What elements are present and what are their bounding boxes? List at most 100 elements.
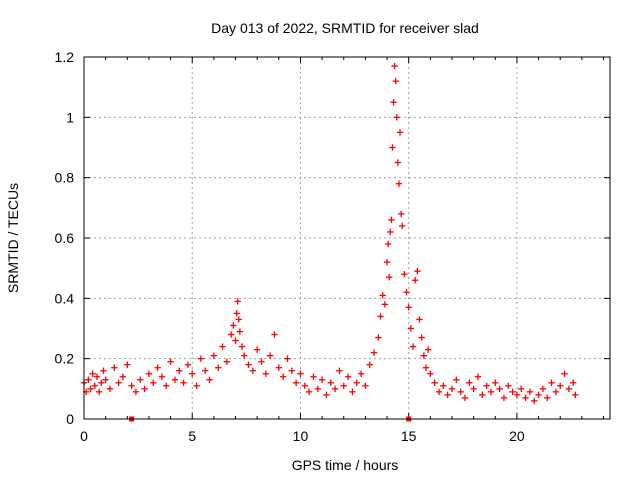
data-point xyxy=(496,385,503,393)
data-point xyxy=(87,385,94,393)
data-point xyxy=(357,370,365,377)
data-point xyxy=(518,385,525,393)
data-point xyxy=(310,373,317,380)
data-point xyxy=(197,355,205,362)
data-point xyxy=(219,343,226,350)
data-point xyxy=(262,370,270,377)
y-tick-label: 0.6 xyxy=(55,230,75,246)
data-point xyxy=(137,376,144,383)
data-point xyxy=(557,382,564,390)
data-point xyxy=(453,376,460,383)
data-point xyxy=(405,304,412,311)
data-point xyxy=(565,385,573,393)
data-point xyxy=(210,352,218,359)
data-point xyxy=(253,346,261,353)
data-point xyxy=(391,62,398,70)
data-point xyxy=(189,370,196,377)
chart-title: Day 013 of 2022, SRMTID for receiver sla… xyxy=(211,20,479,36)
data-point xyxy=(440,382,447,390)
data-point xyxy=(366,361,373,368)
data-point xyxy=(95,388,103,396)
data-point xyxy=(552,388,560,396)
data-point xyxy=(232,337,239,344)
data-point xyxy=(381,301,389,308)
data-point xyxy=(393,114,400,121)
grid-lines xyxy=(84,57,610,419)
data-point xyxy=(411,277,419,284)
data-point xyxy=(500,394,508,402)
plot-frame xyxy=(83,56,611,420)
data-point xyxy=(202,367,209,374)
data-point xyxy=(531,397,538,405)
data-point xyxy=(266,352,274,359)
data-point xyxy=(91,382,99,390)
data-point xyxy=(206,376,213,383)
data-point xyxy=(336,367,343,374)
data-point xyxy=(323,391,330,399)
data-point xyxy=(284,355,291,362)
data-point xyxy=(223,358,231,365)
y-tick-label: 0.2 xyxy=(55,351,75,367)
data-point xyxy=(544,394,551,402)
data-point xyxy=(414,267,421,275)
data-point xyxy=(124,361,131,368)
data-point xyxy=(163,382,170,390)
data-point xyxy=(141,385,148,393)
data-point xyxy=(526,388,534,396)
data-point xyxy=(409,343,417,350)
data-point xyxy=(435,388,443,396)
data-point xyxy=(384,240,392,248)
data-point xyxy=(318,376,326,383)
data-point xyxy=(479,391,486,399)
data-point xyxy=(305,388,313,396)
data-point xyxy=(154,364,161,371)
data-point xyxy=(398,222,406,230)
data-point xyxy=(461,394,469,402)
data-point xyxy=(233,310,240,317)
data-point xyxy=(234,298,241,305)
data-point xyxy=(377,313,384,320)
data-point xyxy=(288,367,296,374)
data-point xyxy=(344,373,352,380)
y-tick-label: 1.2 xyxy=(55,49,75,65)
x-tick-label: 15 xyxy=(401,428,417,444)
data-point xyxy=(150,379,157,386)
data-point xyxy=(240,352,248,359)
data-point xyxy=(353,379,360,386)
data-point xyxy=(420,352,428,359)
data-point xyxy=(389,144,396,151)
data-point xyxy=(448,385,456,393)
data-point xyxy=(85,376,92,383)
data-point xyxy=(193,382,200,390)
data-point xyxy=(505,382,512,390)
data-point xyxy=(119,373,127,380)
data-points xyxy=(80,62,579,422)
data-point xyxy=(158,373,166,380)
data-point xyxy=(392,77,399,85)
data-point xyxy=(474,373,482,380)
data-point xyxy=(235,316,242,323)
data-point xyxy=(387,228,394,236)
data-point xyxy=(297,370,304,377)
data-point xyxy=(395,180,403,187)
data-point xyxy=(397,210,405,218)
data-point xyxy=(535,391,542,399)
data-point xyxy=(386,274,393,281)
data-point xyxy=(275,364,283,371)
data-point xyxy=(470,385,477,393)
x-tick-label: 5 xyxy=(188,428,196,444)
data-point xyxy=(349,388,356,396)
data-point xyxy=(230,322,237,329)
data-point xyxy=(390,99,397,106)
data-point xyxy=(416,316,423,323)
data-point xyxy=(271,331,278,338)
data-point xyxy=(424,346,432,353)
data-point xyxy=(111,364,118,371)
data-point xyxy=(444,391,451,399)
y-axis-label: SRMTID / TECUs xyxy=(5,183,21,293)
data-point xyxy=(215,364,222,371)
data-point xyxy=(106,385,114,393)
data-point xyxy=(513,391,521,399)
data-point xyxy=(292,379,300,386)
